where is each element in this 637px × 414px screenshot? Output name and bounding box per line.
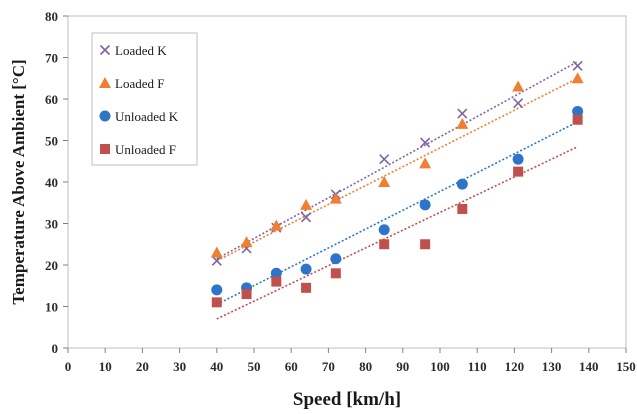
y-tick-label: 70 <box>45 51 58 66</box>
point-unloaded-k <box>572 105 584 117</box>
point-unloaded-k <box>419 199 431 211</box>
point-unloaded-f <box>330 268 341 279</box>
x-tick-label: 50 <box>248 359 261 374</box>
point-loaded-k <box>379 154 390 165</box>
x-tick-label: 150 <box>616 359 636 374</box>
point-unloaded-f <box>379 239 390 250</box>
point-loaded-f <box>378 176 391 187</box>
x-tick-label: 30 <box>173 359 186 374</box>
point-unloaded-k <box>330 253 342 265</box>
point-loaded-f <box>300 198 313 210</box>
legend-label-loaded-f: Loaded F <box>115 76 164 91</box>
point-unloaded-f <box>572 114 583 125</box>
point-loaded-k <box>513 98 524 109</box>
point-unloaded-k <box>378 224 390 236</box>
point-unloaded-f <box>420 239 431 250</box>
point-loaded-f <box>210 246 223 258</box>
point-unloaded-k <box>270 267 282 279</box>
point-loaded-f <box>571 72 584 84</box>
x-tick-label: 40 <box>210 359 223 374</box>
point-loaded-k <box>211 255 222 266</box>
point-loaded-f <box>512 80 525 92</box>
point-loaded-f <box>329 192 342 204</box>
point-loaded-f <box>240 236 253 248</box>
y-tick-label: 0 <box>52 341 59 356</box>
point-unloaded-f <box>271 276 282 287</box>
point-unloaded-k <box>512 153 524 165</box>
y-tick-label: 40 <box>45 175 58 190</box>
x-tick-label: 90 <box>396 359 409 374</box>
x-tick-label: 140 <box>579 359 599 374</box>
point-loaded-k <box>572 60 583 71</box>
point-loaded-k <box>301 212 312 223</box>
y-tick-label: 30 <box>45 217 58 232</box>
x-tick-label: 10 <box>99 359 112 374</box>
point-unloaded-k <box>211 284 223 296</box>
point-loaded-f <box>419 157 432 169</box>
point-unloaded-f <box>301 282 312 293</box>
y-tick-label: 50 <box>45 134 58 149</box>
legend-box <box>91 32 198 166</box>
legend-label-loaded-k: Loaded K <box>115 43 167 58</box>
point-loaded-k <box>420 137 431 148</box>
point-loaded-f <box>270 219 283 231</box>
legend-marker-loaded-k <box>99 44 111 56</box>
legend-label-unloaded-f: Unloaded F <box>115 142 176 157</box>
y-tick-label: 10 <box>45 300 58 315</box>
point-unloaded-k <box>456 178 468 190</box>
point-unloaded-f <box>457 203 468 214</box>
y-tick-label: 20 <box>45 258 58 273</box>
point-loaded-k <box>457 108 468 119</box>
x-tick-label: 110 <box>468 359 487 374</box>
point-unloaded-k <box>300 263 312 275</box>
y-tick-label: 80 <box>45 9 58 24</box>
x-tick-label: 120 <box>505 359 525 374</box>
x-tick-label: 0 <box>65 359 72 374</box>
legend-marker-unloaded-f <box>100 144 110 154</box>
legend-marker-unloaded-k <box>99 110 111 122</box>
x-tick-label: 70 <box>322 359 335 374</box>
y-axis-title: Temperature Above Ambient [°C] <box>9 59 28 304</box>
point-unloaded-f <box>211 297 222 308</box>
x-tick-label: 80 <box>359 359 372 374</box>
x-axis-title: Speed [km/h] <box>293 389 401 410</box>
x-tick-label: 20 <box>136 359 149 374</box>
legend-marker-loaded-f <box>99 77 111 88</box>
point-loaded-f <box>456 117 469 129</box>
x-tick-label: 100 <box>430 359 450 374</box>
point-unloaded-f <box>241 289 252 300</box>
x-tick-label: 130 <box>542 359 562 374</box>
point-unloaded-f <box>513 166 524 177</box>
x-tick-label: 60 <box>285 359 298 374</box>
trendline-unloaded-k <box>216 121 579 306</box>
y-tick-label: 60 <box>45 92 58 107</box>
trendline-loaded-f <box>216 77 579 262</box>
legend-label-unloaded-k: Unloaded K <box>115 109 179 124</box>
